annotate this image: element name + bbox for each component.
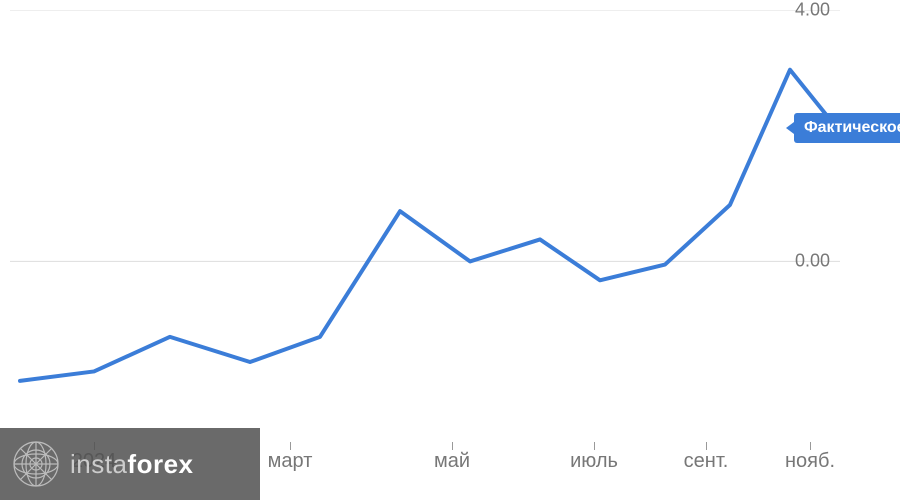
y-tick-label: 0.00 [795, 251, 830, 272]
x-tick [706, 442, 707, 450]
x-tick-label: май [434, 450, 470, 473]
y-tick-label: 4.00 [795, 0, 830, 21]
x-tick-label: март [268, 450, 313, 473]
legend-label: Фактическое [804, 119, 900, 136]
watermark-text: instaforex [70, 449, 194, 480]
watermark-brand-2: forex [127, 449, 193, 479]
y-axis: 0.004.00 [790, 10, 840, 450]
watermark: instaforex [0, 428, 260, 500]
watermark-icon [12, 440, 60, 488]
x-tick [290, 442, 291, 450]
chart-container: 0.004.00 [10, 10, 840, 450]
x-tick-label: сент. [684, 450, 729, 473]
x-tick-label: июль [570, 450, 618, 473]
x-tick-label: нояб. [785, 450, 835, 473]
x-tick [810, 442, 811, 450]
x-tick [452, 442, 453, 450]
x-tick [594, 442, 595, 450]
legend-badge: Фактическое [794, 113, 900, 143]
watermark-brand-1: insta [70, 449, 127, 479]
